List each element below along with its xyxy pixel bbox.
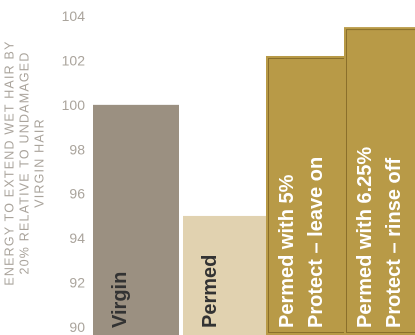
y-tick-label: 104 — [62, 8, 86, 24]
y-tick-label: 96 — [69, 186, 85, 202]
y-tick-label: 90 — [69, 319, 85, 335]
y-tick-label: 98 — [69, 141, 85, 157]
y-tick-label: 100 — [62, 97, 86, 113]
bar — [93, 104, 179, 335]
bar-label: Protect – rinse off — [383, 158, 405, 328]
bar-label: Protect – leave on — [305, 157, 327, 328]
bar — [266, 55, 352, 335]
bar-label: Permed with 5% — [276, 174, 298, 328]
y-tick-label: 92 — [69, 275, 85, 291]
y-tick-label: 94 — [69, 230, 85, 246]
bar-label: Virgin — [109, 272, 131, 328]
bar-label: Permed — [199, 255, 221, 328]
bar — [183, 215, 269, 335]
bar — [344, 27, 415, 335]
bar-outline — [346, 29, 415, 333]
bar-label: Permed with 6.25% — [354, 147, 376, 328]
y-tick-label: 102 — [62, 52, 86, 68]
